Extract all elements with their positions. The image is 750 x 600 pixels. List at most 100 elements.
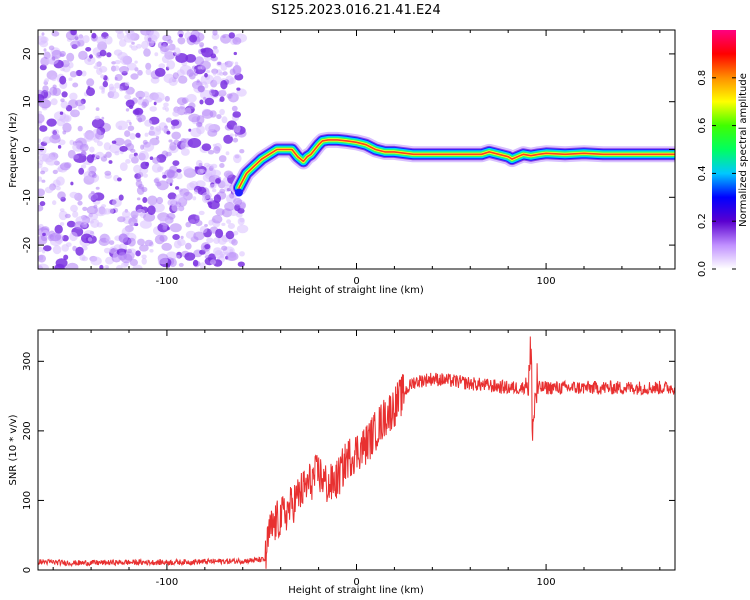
noise-blob [209,184,217,189]
noise-blob [141,101,147,109]
x-tick-label: -100 [156,577,179,588]
noise-blob [141,257,147,265]
noise-blob [232,37,242,45]
noise-blob [104,35,113,45]
noise-blob [178,262,184,267]
noise-blob [99,264,104,269]
noise-blob [136,208,146,216]
noise-blob [74,110,79,114]
noise-blob [96,36,106,45]
noise-blob [141,254,147,259]
noise-blob [38,254,46,263]
noise-blob [178,207,184,212]
noise-blob [226,252,239,261]
noise-blob [50,98,58,106]
noise-blob [117,177,122,182]
noise-blob [198,162,203,167]
noise-blob [44,78,50,83]
colorbar-tick-label: 0.8 [697,70,708,86]
colorbar-gradient [712,30,736,269]
noise-blob [149,156,154,160]
noise-blob [159,216,171,226]
noise-blob [82,35,90,44]
noise-blob [127,237,136,247]
noise-blob [124,81,130,87]
noise-blob [195,214,200,220]
noise-blob [128,153,135,160]
noise-blob [113,137,125,146]
noise-blob [175,53,189,63]
noise-blob [193,231,205,241]
noise-blob [225,230,235,240]
noise-blob [86,154,94,164]
noise-blob [149,249,154,253]
noise-blob [38,99,52,109]
noise-blob [155,181,162,187]
noise-blob [175,172,183,180]
noise-blob [212,30,218,36]
noise-blob [80,150,87,157]
noise-blob [70,30,77,36]
x-tick-label: 100 [537,577,556,588]
noise-blob [231,95,237,101]
noise-blob [66,220,76,228]
noise-blob [142,139,148,145]
noise-blob [86,78,95,87]
noise-blob [140,161,149,170]
noise-blob [38,246,44,252]
noise-blob [90,256,102,266]
noise-blob [48,45,55,51]
noise-blob [227,223,235,229]
noise-blob [99,49,107,57]
noise-blob [135,90,146,99]
noise-blob [103,154,107,158]
noise-blob [46,118,57,127]
noise-blob [141,40,149,50]
noise-blob [136,114,146,122]
noise-blob [169,223,182,233]
noise-blob [155,136,160,140]
noise-blob [52,169,58,175]
noise-blob [59,162,71,171]
noise-blob [176,255,181,259]
noise-blob [219,188,226,194]
noise-blob [52,245,62,255]
noise-blob [200,60,211,70]
noise-blob [135,132,141,138]
noise-blob [233,153,242,164]
noise-blob [149,127,161,137]
noise-blob [149,106,157,112]
noise-blob [174,193,187,203]
noise-blob [219,96,225,102]
noise-blob [154,234,165,245]
noise-blob [134,107,144,116]
noise-blob [228,32,235,39]
noise-blob [104,170,112,176]
noise-blob [162,43,167,47]
noise-blob [139,220,152,229]
noise-blob [197,122,203,127]
noise-blob [183,166,193,174]
noise-blob [121,262,129,268]
noise-blob [153,101,157,106]
noise-blob [201,191,212,200]
noise-blob [51,49,62,59]
noise-blob [166,130,171,135]
noise-blob [75,246,84,256]
noise-blob [128,217,138,227]
noise-blob [78,167,85,175]
noise-blob [92,47,102,56]
noise-blob [225,151,230,156]
noise-blob [144,132,149,137]
noise-blob [167,170,178,179]
noise-blob [210,259,216,265]
noise-blob [186,93,197,103]
noise-blob [199,42,205,48]
noise-blob [163,102,169,108]
noise-blob [208,219,214,226]
noise-blob [101,116,105,120]
noise-blob [183,111,188,115]
